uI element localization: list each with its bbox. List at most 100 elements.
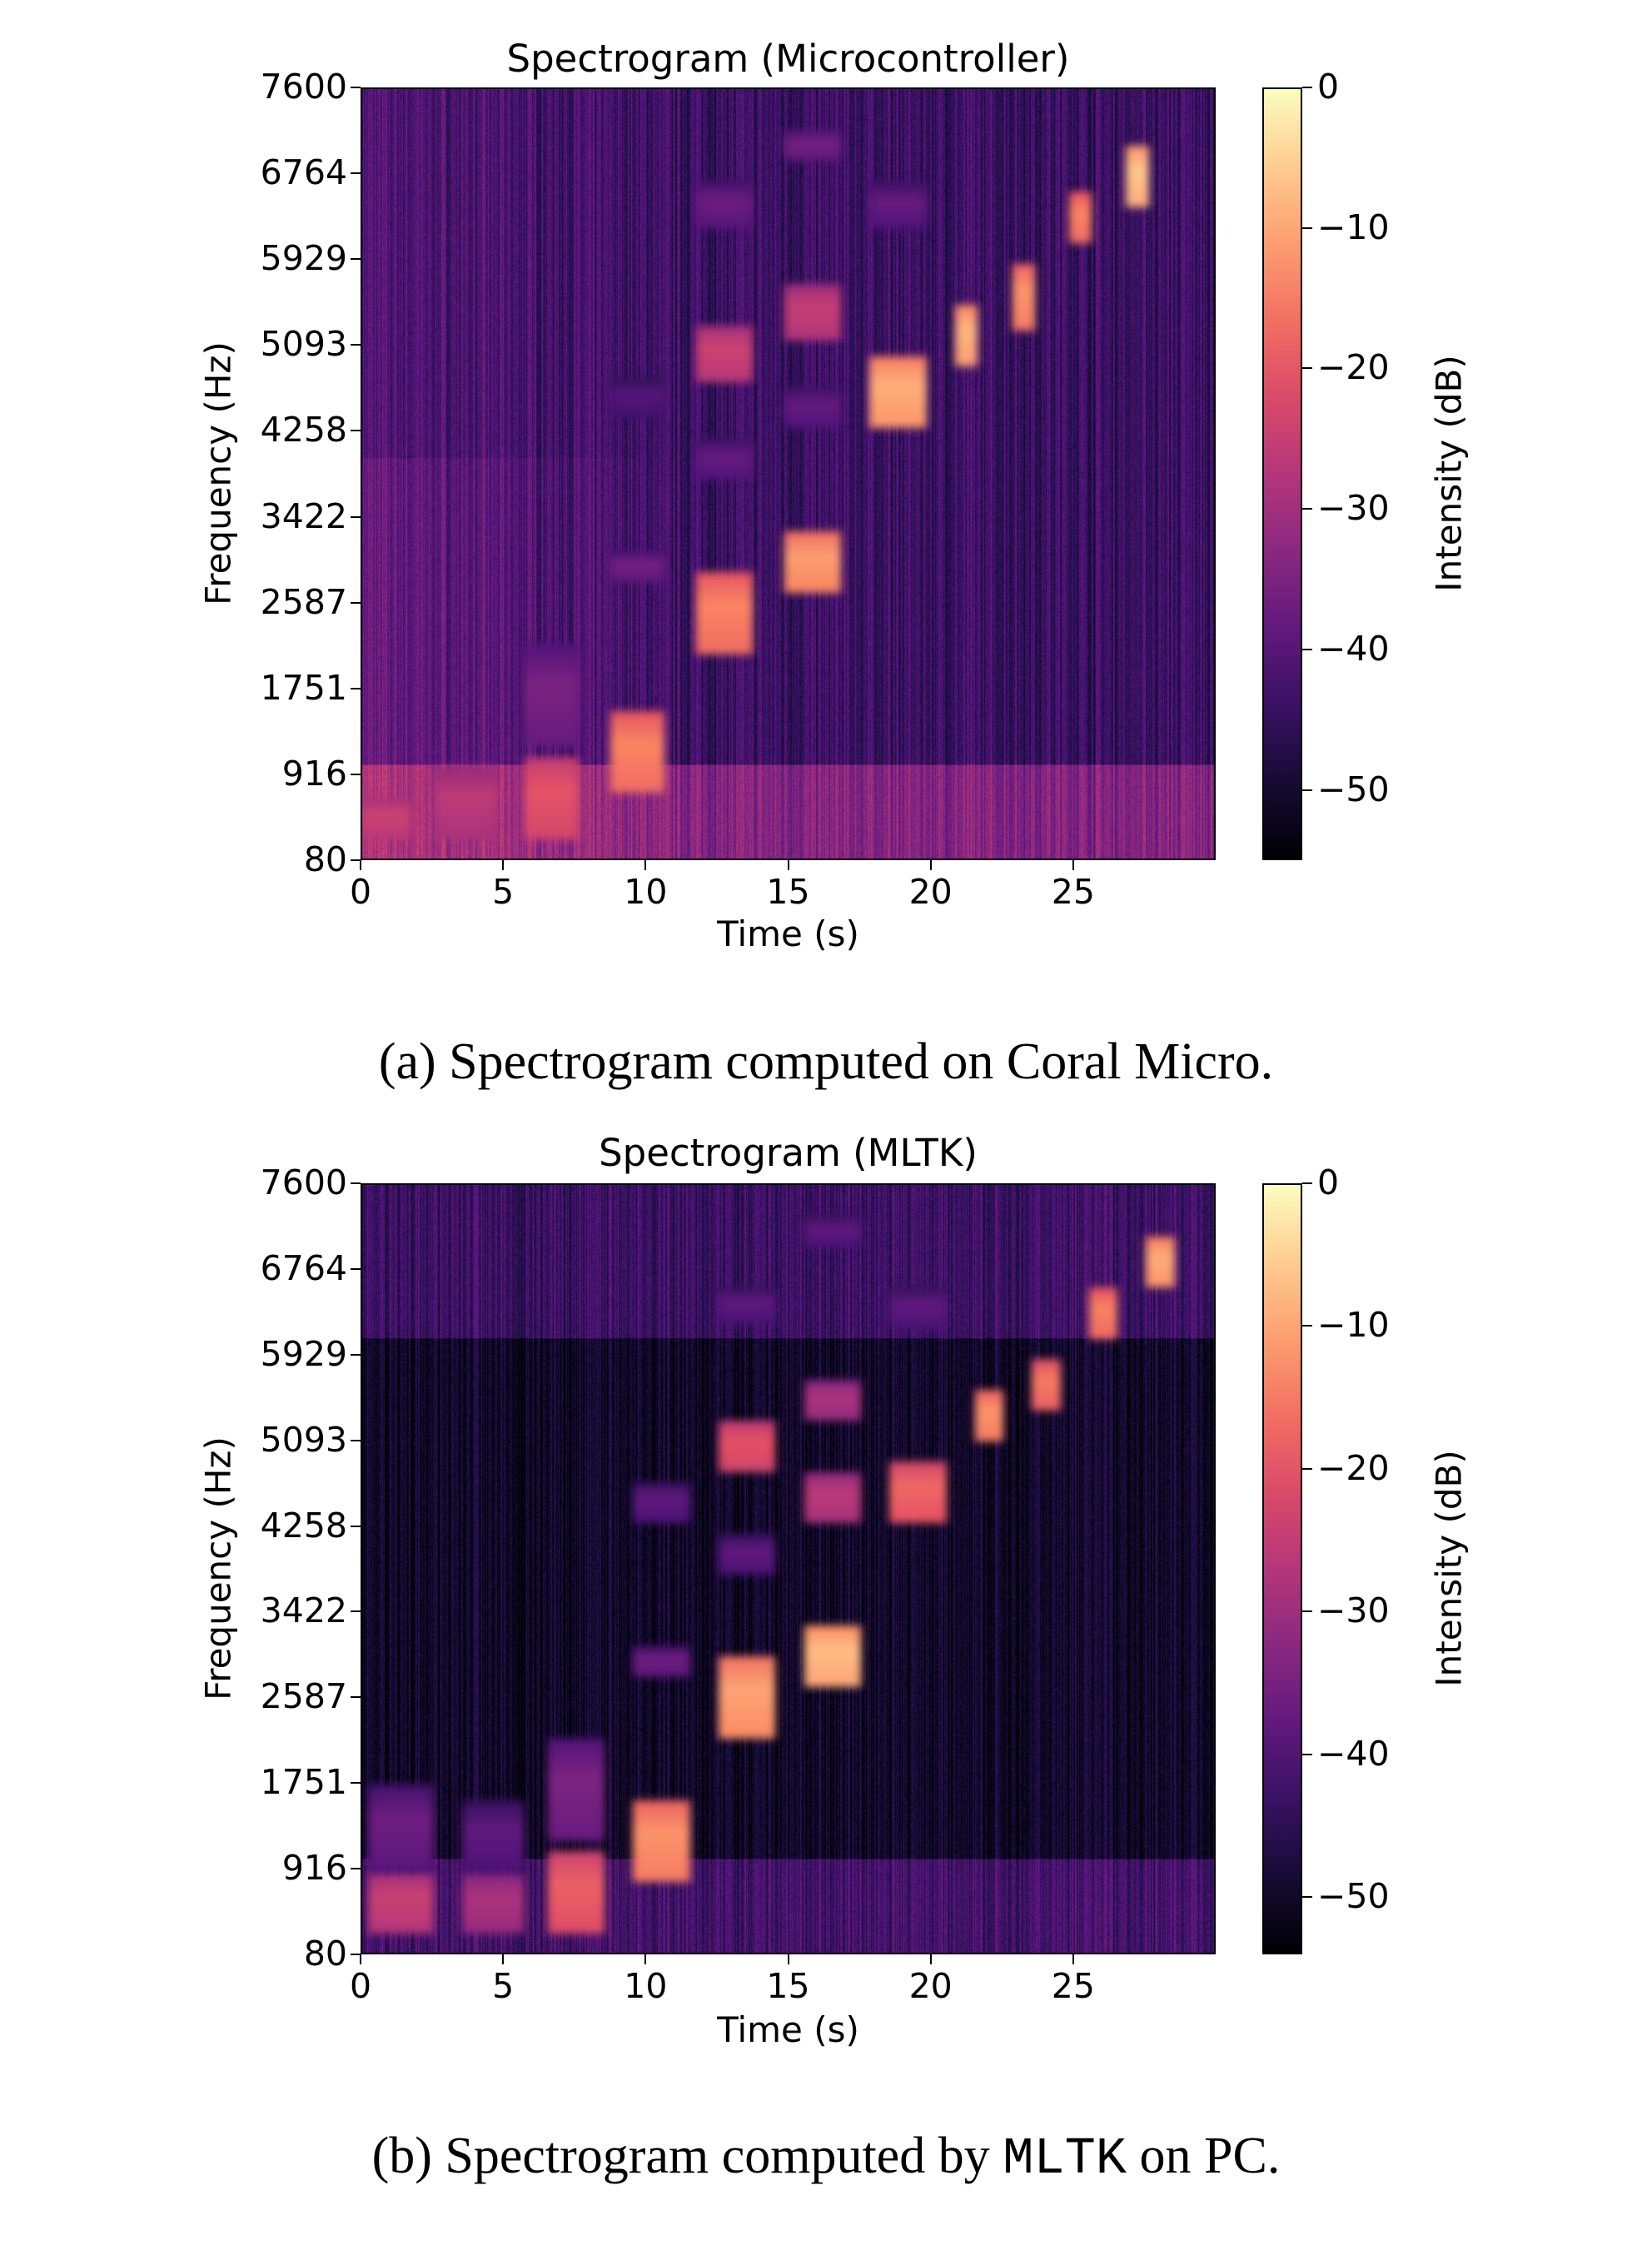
x-tick-mark — [929, 860, 932, 870]
y-tick-mark — [351, 773, 361, 775]
colorbar — [1262, 87, 1302, 860]
colorbar-tick-mark — [1302, 87, 1312, 88]
x-tick-label: 25 — [1051, 1966, 1095, 2006]
tone-event — [695, 182, 753, 228]
tone-event — [889, 1461, 947, 1524]
colorbar-tick-label: −40 — [1317, 628, 1390, 669]
y-tick-mark — [351, 515, 361, 518]
x-axis-label: Time (s) — [717, 913, 859, 954]
tone-event — [1146, 1236, 1175, 1288]
tone-event — [784, 386, 842, 429]
x-tick-label: 15 — [766, 872, 810, 912]
y-tick-label: 916 — [281, 753, 347, 794]
tone-event — [869, 182, 927, 228]
colorbar-label: Intensity (dB) — [1428, 1450, 1470, 1687]
tone-event — [804, 1379, 862, 1421]
x-tick-label: 5 — [492, 1966, 515, 2006]
colorbar-tick-label: −10 — [1317, 1305, 1390, 1346]
y-tick-mark — [351, 1954, 361, 1955]
x-tick-label: 20 — [908, 872, 953, 912]
colorbar-tick-label: −20 — [1317, 1447, 1390, 1488]
y-tick-label: 80 — [303, 1934, 347, 1974]
tone-event — [1032, 1359, 1061, 1411]
colorbar-tick-label: 0 — [1317, 67, 1340, 107]
x-tick-mark — [787, 1954, 789, 1964]
y-tick-label: 80 — [303, 839, 347, 879]
tone-event — [461, 1799, 525, 1873]
tone-event — [547, 1851, 605, 1934]
colorbar-tick-mark — [1302, 226, 1312, 229]
tone-event — [633, 1646, 690, 1678]
figure-a: Spectrogram (Microcontroller) Frequency … — [0, 0, 1652, 1108]
colorbar-tick-mark — [1302, 1325, 1312, 1327]
tone-event — [1126, 145, 1149, 207]
y-tick-label: 5093 — [260, 324, 347, 365]
x-tick-label: 5 — [492, 872, 515, 912]
spectrogram-plot — [361, 1183, 1216, 1954]
tone-event — [718, 1287, 776, 1324]
y-tick-mark — [351, 430, 361, 432]
x-tick-mark — [502, 1954, 505, 1964]
y-tick-label: 4258 — [260, 410, 347, 450]
y-tick-label: 7600 — [260, 67, 347, 107]
y-tick-mark — [351, 1525, 361, 1527]
y-tick-label: 5929 — [260, 1333, 347, 1374]
y-tick-label: 7600 — [260, 1162, 347, 1202]
tone-event — [633, 1482, 690, 1524]
tone-event — [804, 1471, 862, 1524]
x-tick-mark — [787, 860, 789, 870]
tone-event — [869, 356, 927, 429]
y-tick-mark — [351, 1696, 361, 1699]
tone-event — [784, 530, 842, 593]
colorbar-tick-label: −50 — [1317, 1876, 1390, 1917]
tone-event — [804, 1625, 862, 1688]
tone-event — [695, 325, 753, 382]
y-tick-mark — [351, 1182, 361, 1184]
x-tick-mark — [644, 1954, 647, 1964]
tone-event — [610, 551, 664, 583]
tone-event — [718, 1533, 776, 1575]
tone-event — [889, 1287, 947, 1329]
tone-event — [975, 1390, 1004, 1441]
colorbar-tick-label: −30 — [1317, 1590, 1390, 1631]
tone-event — [547, 1738, 605, 1842]
chart-title: Spectrogram (MLTK) — [599, 1131, 978, 1175]
tone-event — [610, 710, 664, 794]
x-tick-label: 10 — [624, 872, 668, 912]
y-tick-mark — [351, 1353, 361, 1356]
y-tick-label: 6764 — [260, 1247, 347, 1288]
y-tick-mark — [351, 172, 361, 175]
y-tick-mark — [351, 1439, 361, 1441]
caption-b: (b) Spectrogram computed by MLTK on PC. — [0, 2127, 1652, 2188]
y-tick-mark — [351, 1610, 361, 1613]
tone-event — [362, 798, 411, 839]
tone-event — [784, 284, 842, 341]
y-tick-mark — [351, 258, 361, 261]
caption-b-prefix: (b) Spectrogram computed by — [371, 2128, 1003, 2184]
tone-event — [1068, 192, 1092, 244]
tone-event — [955, 305, 978, 367]
x-tick-mark — [360, 1954, 361, 1964]
tone-event — [784, 130, 842, 162]
tone-event — [367, 1785, 434, 1872]
y-tick-label: 1751 — [260, 1762, 347, 1803]
x-tick-label: 0 — [349, 1966, 372, 2006]
caption-b-code: MLTK — [1003, 2129, 1127, 2188]
colorbar — [1262, 1183, 1302, 1954]
tone-event — [695, 438, 753, 480]
y-tick-label: 3422 — [260, 495, 347, 536]
tone-event — [610, 376, 664, 418]
tone-event — [633, 1799, 690, 1883]
tone-event — [461, 1872, 525, 1934]
y-tick-mark — [351, 687, 361, 689]
x-tick-mark — [644, 860, 647, 870]
y-tick-mark — [351, 859, 361, 861]
colorbar-tick-label: −30 — [1317, 488, 1390, 529]
colorbar-tick-label: −10 — [1317, 207, 1390, 247]
x-tick-mark — [360, 860, 361, 870]
y-tick-label: 2587 — [260, 581, 347, 622]
tone-event — [1012, 263, 1035, 331]
colorbar-tick-label: −20 — [1317, 347, 1390, 388]
x-axis-label: Time (s) — [717, 2009, 859, 2050]
y-tick-label: 5093 — [260, 1419, 347, 1460]
